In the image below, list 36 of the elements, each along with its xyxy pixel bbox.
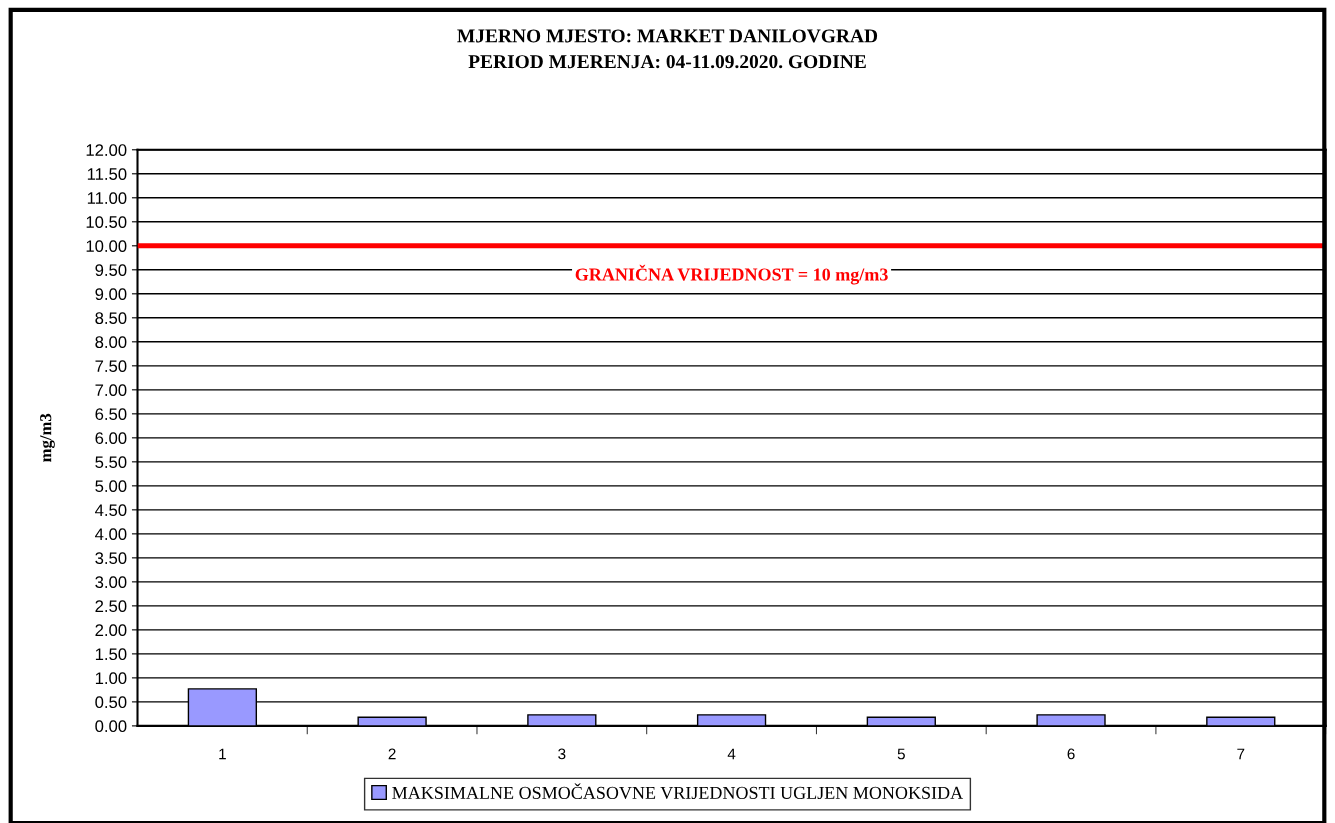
x-tick-label: 1 bbox=[219, 748, 226, 760]
y-tick-label: 6.00 bbox=[95, 432, 127, 445]
y-tick-label: 5.50 bbox=[95, 456, 127, 469]
y-tick-label: 2.50 bbox=[95, 600, 127, 613]
y-tick-label: 4.50 bbox=[95, 504, 127, 517]
x-tick-label: 6 bbox=[1067, 748, 1075, 760]
y-tick-label: 9.50 bbox=[95, 264, 127, 277]
x-tick-label: 2 bbox=[388, 748, 396, 760]
y-tick-label: 10.50 bbox=[86, 216, 127, 228]
y-tick-label: 3.50 bbox=[95, 552, 127, 565]
chart-title: MJERNO MJESTO: MARKET DANILOVGRAD PERIOD MJERENJA: 04-11.09.2020. GODINE bbox=[457, 29, 878, 69]
y-tick-label: 11.50 bbox=[87, 168, 127, 180]
y-axis-title: mg/m3 bbox=[40, 413, 55, 462]
x-tick-label: 5 bbox=[897, 748, 905, 760]
x-tick-label: 4 bbox=[727, 748, 736, 760]
y-tick-label: 1.00 bbox=[95, 672, 127, 685]
y-tick-label: 7.00 bbox=[95, 384, 127, 397]
y-tick-label: 9.00 bbox=[95, 288, 127, 301]
y-tick-label: 2.00 bbox=[95, 624, 127, 637]
y-tick-label: 3.00 bbox=[95, 576, 127, 589]
y-tick-label: 4.00 bbox=[95, 528, 127, 541]
y-tick-label: 10.00 bbox=[86, 240, 127, 253]
y-tick-label: 0.00 bbox=[95, 720, 127, 733]
y-tick-label: 5.00 bbox=[95, 480, 127, 493]
y-tick-label: 8.00 bbox=[95, 336, 127, 349]
legend-label: MAKSIMALNE OSMOČASOVNE VRIJEDNOSTI UGLJEN MONOKSIDA bbox=[392, 783, 964, 800]
y-tick-label: 8.50 bbox=[95, 312, 127, 325]
x-tick-label: 3 bbox=[558, 748, 566, 760]
y-tick-label: 6.50 bbox=[95, 408, 127, 421]
y-tick-label: 11.00 bbox=[87, 192, 127, 204]
y-tick-label: 7.50 bbox=[95, 360, 127, 373]
y-tick-label: 1.50 bbox=[95, 648, 127, 661]
y-tick-label: 12.00 bbox=[86, 144, 127, 156]
ref-line-label: GRANIČNA VRIJEDNOST = 10 mg/m3 bbox=[575, 264, 888, 285]
y-tick-label: 0.50 bbox=[95, 696, 127, 709]
x-tick-label: 7 bbox=[1237, 748, 1245, 760]
